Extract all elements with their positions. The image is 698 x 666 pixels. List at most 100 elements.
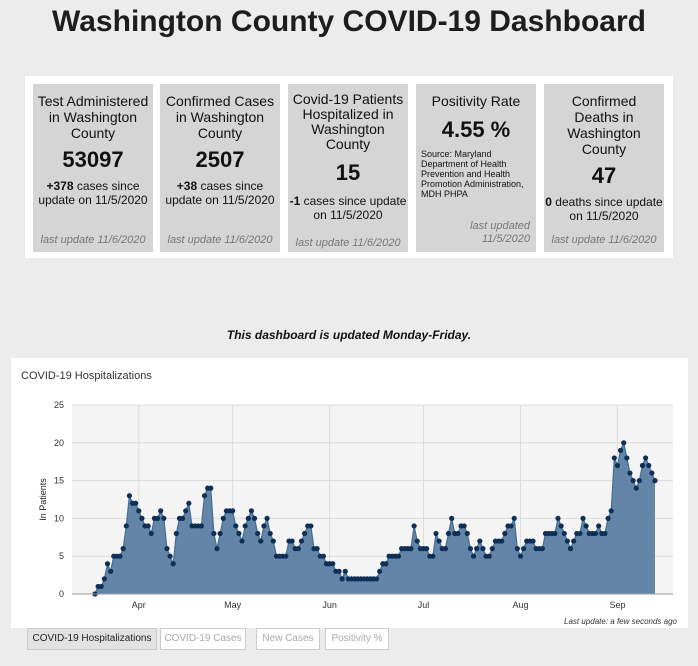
data-point	[302, 530, 308, 537]
data-point	[133, 500, 139, 506]
data-point	[411, 523, 417, 529]
tab-positivity[interactable]: Positivity %	[325, 628, 389, 650]
data-point	[117, 553, 123, 559]
data-point	[464, 530, 470, 537]
tab-new-cases[interactable]: New Cases	[256, 628, 320, 650]
deaths-change-value: 0	[545, 195, 552, 209]
data-point	[605, 515, 611, 521]
tab-hospitalizations[interactable]: COVID-19 Hospitalizations	[27, 628, 157, 650]
deaths-updated: last update 11/6/2020	[551, 234, 657, 246]
data-point	[236, 530, 242, 537]
positivity-updated: last updated 11/5/2020	[470, 220, 530, 245]
y-tick-label: 5	[59, 551, 64, 561]
data-point	[489, 546, 495, 552]
data-point	[251, 515, 258, 521]
data-point	[183, 508, 189, 514]
data-point	[521, 546, 527, 552]
deaths-change: 0 deaths since update on 11/5/2020	[544, 195, 664, 223]
cases-change: +38 cases since update on 11/5/2020	[160, 179, 280, 207]
data-point	[474, 546, 480, 552]
data-point	[320, 553, 326, 559]
data-point	[258, 538, 264, 544]
chart-footer: Last update: a few seconds ago	[564, 617, 678, 626]
data-point	[270, 538, 276, 544]
deaths-change-text: deaths since update on 11/5/2020	[551, 195, 663, 223]
cases-change-value: +38	[176, 179, 198, 193]
data-point	[614, 462, 621, 469]
data-point	[201, 493, 208, 499]
data-point	[514, 546, 520, 552]
x-tick-label: May	[224, 600, 242, 610]
data-point	[295, 546, 301, 552]
data-point	[414, 538, 420, 544]
data-point	[186, 500, 192, 506]
data-point	[308, 523, 314, 529]
deaths-value: 47	[591, 163, 617, 188]
tests-change-text: cases since update on 11/5/2020	[38, 179, 148, 207]
data-point	[330, 561, 336, 567]
data-point	[445, 530, 452, 537]
data-point	[239, 538, 245, 544]
data-point	[170, 561, 176, 567]
data-point	[486, 553, 492, 559]
data-point	[339, 576, 345, 582]
data-point	[567, 546, 574, 552]
x-tick-label: Jun	[322, 600, 337, 610]
data-point	[108, 568, 114, 574]
data-point	[480, 546, 486, 552]
data-point	[596, 523, 602, 529]
data-point	[470, 553, 477, 559]
data-point	[161, 515, 167, 521]
data-point	[242, 523, 248, 529]
tests-change: +378 cases since update on 11/5/2020	[33, 179, 153, 207]
data-point	[233, 523, 239, 529]
data-point	[639, 462, 646, 469]
hospitalizations-chart-box: COVID-19 Hospitalizations 0 5 10 15 20 25 Apr M…	[11, 358, 688, 628]
tests-heading: Test Administered in Washington County	[37, 93, 149, 141]
tests-value: 53097	[62, 147, 124, 172]
x-tick-label: Jul	[418, 600, 430, 610]
chart-title: COVID-19 Hospitalizations	[21, 370, 152, 382]
tests-card: Test Administered in Washington County 5…	[33, 84, 153, 252]
data-point	[101, 576, 107, 582]
y-tick-label: 25	[54, 400, 64, 410]
positivity-card: Positivity Rate 4.55 % Source: Maryland …	[416, 84, 536, 252]
data-point	[283, 553, 289, 559]
data-point	[245, 515, 251, 521]
data-point	[267, 530, 273, 537]
page-title: Washington County COVID-19 Dashboard	[52, 5, 646, 38]
data-point	[555, 515, 561, 521]
data-point	[602, 530, 608, 537]
data-point	[173, 530, 179, 537]
positivity-source: Source: Maryland Department of Health Pr…	[421, 149, 524, 199]
y-tick-label: 0	[59, 589, 64, 599]
hosp-card: Covid-19 Patients Hospitalized in Washin…	[288, 84, 408, 252]
data-point	[502, 530, 508, 537]
data-point	[220, 515, 226, 521]
tab-cases[interactable]: COVID-19 Cases	[160, 628, 246, 650]
data-point	[455, 530, 461, 537]
data-point	[217, 530, 223, 537]
hosp-change-value: -1	[289, 194, 301, 208]
data-point	[230, 508, 236, 514]
data-point	[336, 568, 342, 574]
y-tick-label: 10	[54, 513, 64, 523]
data-point	[624, 455, 630, 461]
data-point	[120, 546, 126, 552]
deaths-heading: Confirmed Deaths in Washington County	[567, 93, 641, 157]
data-point	[649, 470, 655, 476]
data-point	[467, 546, 474, 552]
tests-updated: last update 11/6/2020	[40, 234, 146, 246]
data-point	[580, 515, 586, 521]
hosp-updated: last update 11/6/2020	[295, 237, 401, 249]
data-point	[180, 515, 186, 521]
data-point	[577, 530, 583, 537]
cases-heading: Confirmed Cases in Washington County	[165, 93, 275, 141]
series-area	[95, 442, 655, 594]
data-point	[442, 546, 448, 552]
tests-change-value: +378	[46, 179, 74, 193]
cases-card: Confirmed Cases in Washington County 250…	[160, 84, 280, 252]
data-point	[211, 530, 217, 537]
data-point	[164, 546, 170, 552]
x-tick-label: Sep	[609, 600, 625, 610]
